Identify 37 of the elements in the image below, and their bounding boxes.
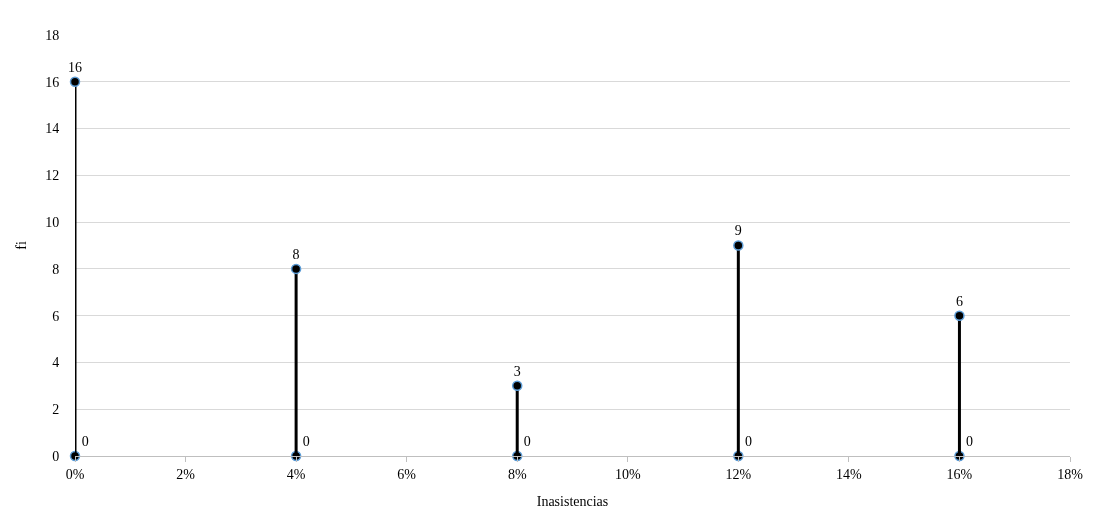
x-tick-label: 14% — [836, 466, 863, 482]
point — [733, 240, 744, 251]
x-tick-label: 16% — [946, 466, 973, 482]
data-label: 0 — [744, 433, 752, 449]
data-label: 0 — [966, 433, 974, 449]
x-tick-label: 6% — [397, 466, 417, 482]
data-label: 16 — [68, 59, 82, 75]
x-tick-label: 2% — [176, 466, 196, 482]
y-tick-label: 0 — [52, 448, 60, 464]
x-tick-label: 0% — [65, 466, 85, 482]
data-label: 8 — [292, 246, 300, 262]
y-axis-title: fi — [13, 241, 29, 250]
x-tick-label: 18% — [1057, 466, 1084, 482]
y-tick-label: 14 — [45, 121, 60, 137]
y-tick-label: 8 — [52, 261, 60, 277]
y-tick-label: 6 — [52, 308, 60, 324]
data-label: 0 — [523, 433, 531, 449]
data-label: 0 — [81, 433, 89, 449]
point — [69, 76, 81, 88]
data-label: 9 — [734, 223, 742, 239]
x-tick-label: 8% — [507, 466, 527, 482]
point — [954, 310, 965, 321]
data-label: 6 — [955, 293, 963, 309]
point — [290, 263, 302, 275]
point — [511, 380, 523, 392]
y-tick-label: 12 — [45, 168, 60, 184]
y-tick-label: 4 — [52, 355, 60, 371]
x-tick-label: 4% — [286, 466, 306, 482]
y-tick-label: 18 — [45, 27, 60, 43]
x-tick-label: 12% — [725, 466, 752, 482]
x-axis-title: Inasistencias — [536, 494, 609, 510]
y-tick-label: 16 — [45, 74, 60, 90]
data-label: 0 — [302, 433, 310, 449]
data-label: 3 — [513, 363, 521, 379]
y-tick-label: 10 — [45, 215, 60, 231]
x-tick-label: 10% — [614, 466, 641, 482]
y-tick-label: 2 — [52, 402, 60, 418]
